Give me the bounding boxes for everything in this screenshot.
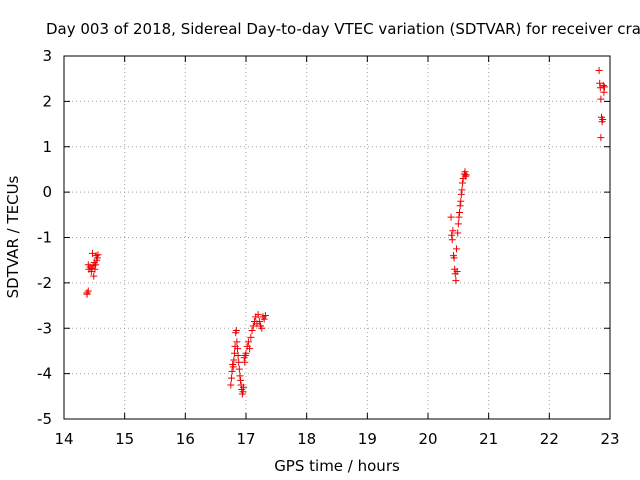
- data-point: [461, 168, 469, 176]
- y-tick-label: -1: [37, 229, 52, 247]
- y-tick-label: 1: [42, 138, 52, 156]
- x-tick-label: 23: [600, 430, 619, 448]
- data-point: [449, 227, 457, 235]
- x-tick-label: 14: [54, 430, 73, 448]
- data-point: [92, 261, 100, 269]
- data-point: [237, 376, 245, 384]
- x-tick-label: 20: [418, 430, 437, 448]
- data-point: [458, 186, 466, 194]
- data-point: [247, 333, 255, 341]
- x-tick-label: 18: [297, 430, 316, 448]
- y-tick-label: -4: [37, 365, 52, 383]
- data-point: [454, 220, 462, 228]
- data-point: [596, 79, 604, 87]
- data-point: [234, 351, 242, 359]
- data-point: [452, 277, 460, 285]
- data-point: [232, 327, 240, 335]
- y-tick-label: -2: [37, 274, 52, 292]
- y-tick-labels: -5 -4 -3 -2 -1 0 1 2 3: [37, 47, 610, 428]
- data-point: [454, 229, 462, 237]
- data-point: [235, 365, 243, 373]
- y-tick-label: 2: [42, 92, 52, 110]
- data-point: [453, 268, 461, 276]
- data-point: [455, 213, 463, 221]
- data-point: [597, 134, 605, 142]
- data-point: [87, 268, 95, 276]
- data-point: [234, 345, 242, 353]
- data-point: [456, 209, 464, 217]
- data-point: [599, 81, 607, 89]
- data-point: [241, 358, 249, 366]
- y-tick-label: -3: [37, 319, 52, 337]
- data-point: [230, 349, 238, 357]
- data-point: [239, 388, 247, 396]
- data-point: [240, 383, 248, 391]
- data-point: [456, 202, 464, 210]
- data-point: [91, 265, 99, 273]
- data-point: [448, 231, 456, 239]
- data-point: [601, 83, 609, 91]
- data-point: [261, 312, 269, 320]
- data-point: [89, 249, 97, 257]
- data-point: [260, 315, 268, 323]
- y-tick-label: 3: [42, 47, 52, 65]
- data-point: [600, 88, 608, 96]
- grid-lines: [64, 56, 610, 419]
- chart-title: Day 003 of 2018, Sidereal Day-to-day VTE…: [46, 20, 640, 38]
- data-point: [227, 374, 235, 382]
- x-tick-label: 16: [176, 430, 195, 448]
- data-point: [255, 317, 263, 325]
- data-point: [462, 172, 470, 180]
- data-point: [457, 197, 465, 205]
- x-tick-label: 17: [236, 430, 255, 448]
- x-tick-label: 15: [115, 430, 134, 448]
- data-point: [227, 381, 235, 389]
- data-point: [230, 356, 238, 364]
- data-point: [450, 254, 458, 262]
- data-point: [246, 345, 254, 353]
- y-tick-label: -5: [37, 410, 52, 428]
- data-point: [242, 349, 250, 357]
- data-point: [457, 190, 465, 198]
- data-point: [462, 171, 470, 179]
- data-point: [248, 327, 256, 335]
- data-point: [84, 287, 92, 295]
- y-axis-label: SDTVAR / TECUs: [4, 175, 22, 298]
- data-points: [83, 67, 609, 398]
- data-point: [94, 251, 102, 259]
- data-point: [233, 338, 241, 346]
- x-tick-label: 22: [540, 430, 559, 448]
- y-tick-label: 0: [42, 183, 52, 201]
- data-point: [597, 95, 605, 103]
- data-point: [229, 363, 237, 371]
- x-tick-label: 19: [358, 430, 377, 448]
- data-point: [448, 236, 456, 244]
- x-axis-label: GPS time / hours: [274, 457, 400, 475]
- data-point: [447, 213, 455, 221]
- data-point: [595, 67, 603, 75]
- data-point: [258, 324, 266, 332]
- data-point: [249, 322, 257, 330]
- data-point: [236, 372, 244, 380]
- data-point: [90, 272, 98, 280]
- data-point: [254, 311, 262, 319]
- data-point: [93, 254, 101, 262]
- data-point: [244, 338, 252, 346]
- data-point: [599, 116, 607, 124]
- data-point: [453, 245, 461, 253]
- data-point: [459, 179, 467, 187]
- data-point: [228, 367, 236, 375]
- x-tick-labels: 14 15 16 17 18 19 20 21 22 23: [54, 56, 620, 448]
- x-tick-label: 21: [479, 430, 498, 448]
- data-point: [235, 358, 243, 366]
- data-point: [86, 263, 94, 271]
- data-point: [83, 290, 91, 298]
